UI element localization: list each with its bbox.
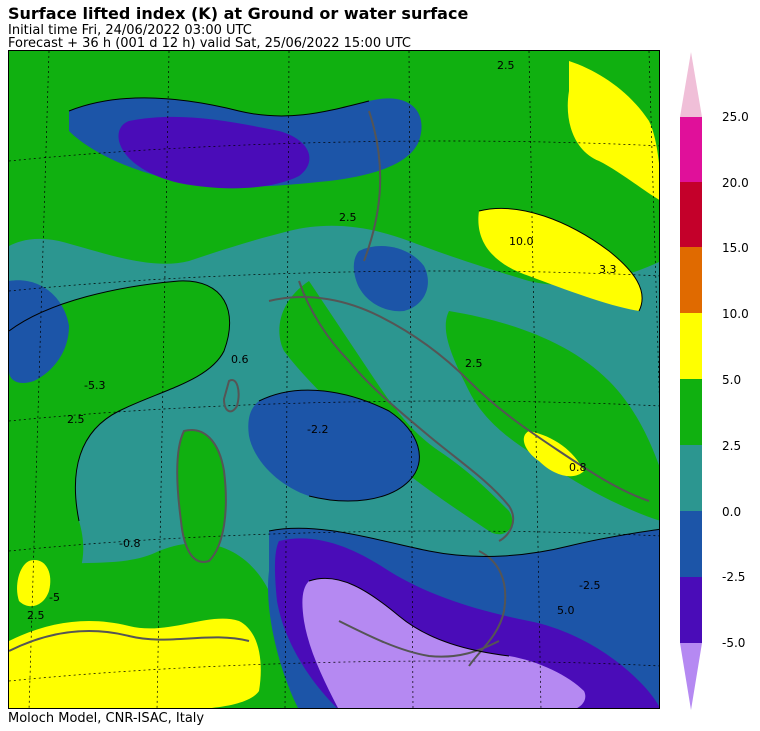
colorbar-band-minus2.5-0 — [680, 511, 702, 577]
colorbar-tick: -2.5 — [722, 570, 746, 584]
contour-label: -2.2 — [307, 423, 328, 436]
colorbar-tick: 20.0 — [722, 176, 749, 190]
model-credit: Moloch Model, CNR-ISAC, Italy — [8, 711, 205, 726]
contour-label: -5 — [49, 591, 60, 604]
map-title: Surface lifted index (K) at Ground or wa… — [8, 4, 469, 23]
forecast-map: -5.3 2.5 0.6 -2.2 2.5 -0.8 -5 2.5 -2.5 5… — [8, 50, 660, 709]
contour-label: 5.0 — [557, 604, 575, 617]
contour-label: 2.5 — [465, 357, 483, 370]
field-5-to-10-southwest — [9, 618, 261, 708]
colorbar-band-20-25 — [680, 117, 702, 182]
field-5-to-10-spain-coast — [17, 560, 51, 607]
contour-label: -5.3 — [84, 379, 105, 392]
lat-lon-grid — [9, 51, 659, 708]
contour-lines — [9, 97, 659, 657]
colorbar-band-minus5-minus2.5 — [680, 577, 702, 643]
coastlines — [9, 110, 650, 667]
forecast-time-label: Forecast + 36 h (001 d 12 h) valid Sat, … — [8, 36, 412, 51]
field-minus2.5-to-0-alps-west — [9, 280, 69, 383]
colorbar-tick: 0.0 — [722, 505, 742, 519]
colorbar-tick: 10.0 — [722, 307, 749, 321]
contour-label: 2.5 — [67, 413, 85, 426]
colorbar-tick: 15.0 — [722, 241, 749, 255]
field-5-to-10-east — [478, 208, 643, 311]
field-5-to-10-northeast — [567, 61, 659, 200]
contour-label: 2.5 — [27, 609, 45, 622]
colorbar-tick: 25.0 — [722, 110, 749, 124]
field-2.5-to-5-west — [9, 280, 230, 641]
initial-time-label: Initial time Fri, 24/06/2022 03:00 UTC — [8, 23, 252, 38]
colorbar-band-5-10 — [680, 313, 702, 379]
colorbar-tick: -5.0 — [722, 636, 746, 650]
contour-label: 3.3 — [599, 263, 617, 276]
colorbar-band-15-20 — [680, 182, 702, 247]
contour-label: 0.6 — [231, 353, 249, 366]
colorbar-overflow-bottom — [680, 643, 702, 710]
colorbar-band-0-2.5 — [680, 445, 702, 511]
contour-label: 10.0 — [509, 235, 534, 248]
colorbar-tick: 5.0 — [722, 373, 742, 387]
field-minus5-to-minus2.5-alps — [118, 116, 310, 189]
field-below-minus5 — [302, 578, 586, 708]
contour-label: 2.5 — [339, 211, 357, 224]
field-minus2.5-to-0-tyrrhenian — [248, 390, 420, 501]
colorbar-tick: 2.5 — [722, 439, 742, 453]
colorbar-overflow-top — [680, 52, 702, 117]
field-2.5-to-5-italy — [279, 281, 513, 535]
contour-label: 2.5 — [497, 59, 515, 72]
colorbar — [680, 52, 702, 710]
contour-label: -0.8 — [119, 537, 140, 550]
colorbar-band-2.5-5 — [680, 379, 702, 445]
colorbar-band-10-15 — [680, 247, 702, 313]
field-2.5-to-5-sardinia — [177, 430, 226, 562]
field-minus2.5-to-0-adriatic — [353, 246, 428, 312]
contour-label: 0.8 — [569, 461, 587, 474]
field-2.5-to-5-balkans — [445, 311, 659, 521]
field-5-to-10-adriatic — [523, 431, 584, 477]
map-header: Surface lifted index (K) at Ground or wa… — [8, 4, 469, 51]
contour-label: -2.5 — [579, 579, 600, 592]
